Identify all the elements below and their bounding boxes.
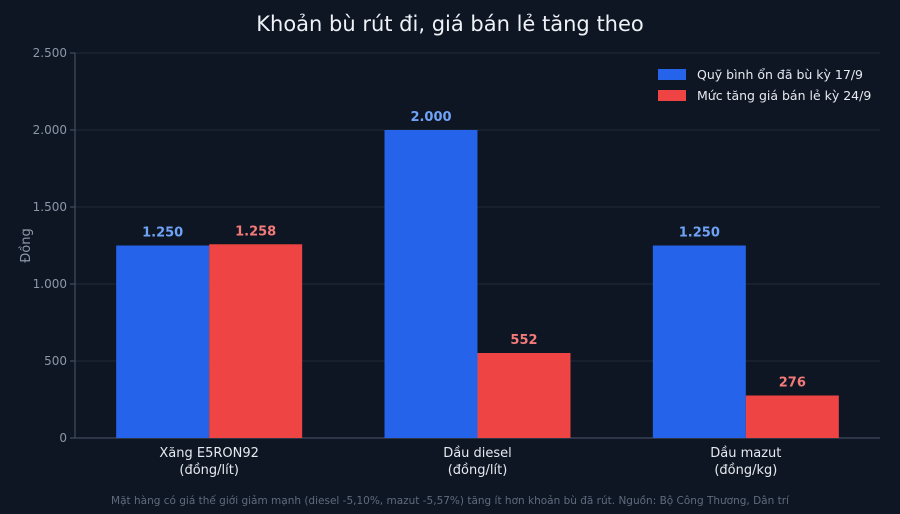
y-axis-label: Đồng [19,228,34,263]
legend: Quỹ bình ổn đã bù kỳ 17/9 Mức tăng giá b… [658,64,871,106]
legend-swatch-subsidy [658,69,686,80]
bar-subsidy [116,245,210,438]
x-tick-label: Dầu diesel [443,446,512,461]
legend-item-subsidy: Quỹ bình ổn đã bù kỳ 17/9 [658,64,871,85]
legend-swatch-price-increase [658,90,686,101]
data-label: 1.258 [235,224,276,239]
data-label: 276 [779,375,806,390]
chart-title: Khoản bù rút đi, giá bán lẻ tăng theo [256,12,644,36]
data-label: 1.250 [142,226,183,241]
x-tick-label: Dầu mazut [710,446,781,461]
y-tick-label: 0 [59,431,67,445]
y-tick-label: 1.500 [33,200,67,214]
legend-label-subsidy: Quỹ bình ổn đã bù kỳ 17/9 [697,67,863,82]
source-note: Mặt hàng có giá thế giới giảm mạnh (dies… [111,495,789,507]
y-tick-label: 1.000 [33,277,67,291]
bar-price-increase [477,352,571,438]
bar-price-increase [209,244,303,438]
x-tick-label: (đồng/kg) [714,463,777,478]
y-tick-label: 2.000 [33,123,67,137]
y-tick-label: 2.500 [33,46,67,60]
bar-subsidy [652,245,746,438]
bar-price-increase [745,395,839,438]
bar-subsidy [384,130,478,438]
legend-item-price-increase: Mức tăng giá bán lẻ kỳ 24/9 [658,85,871,106]
legend-label-price-increase: Mức tăng giá bán lẻ kỳ 24/9 [697,88,872,103]
x-tick-label: (đồng/lít) [448,463,508,478]
data-label: 1.250 [679,226,720,241]
data-label: 2.000 [410,110,451,125]
x-tick-label: (đồng/lít) [179,463,239,478]
data-label: 552 [510,333,537,348]
x-tick-label: Xăng E5RON92 [159,446,259,461]
y-tick-label: 500 [44,354,67,368]
